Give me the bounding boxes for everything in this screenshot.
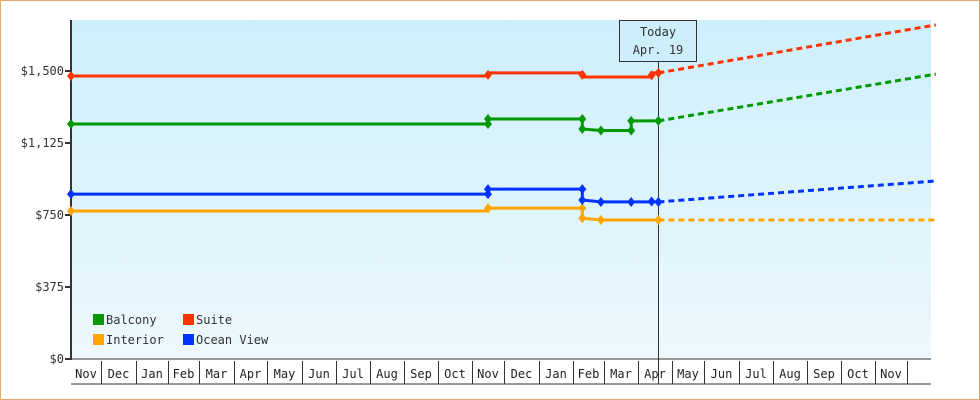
data-point-marker [484,203,492,214]
month-label: May [274,367,296,381]
data-point-marker [596,196,605,207]
data-point-marker [627,196,636,207]
month-label: Aug [779,367,801,381]
month-label: Mar [610,367,632,381]
legend-swatch-interior [93,334,104,345]
month-label: Oct [444,367,466,381]
month-label: Oct [847,367,869,381]
data-point-marker [578,213,587,224]
data-point-marker [578,123,587,134]
data-point-marker [654,67,663,78]
data-point-marker [647,70,656,81]
series-ocean-view [67,179,936,207]
data-point-marker [67,118,75,129]
month-label: Sep [410,367,432,381]
month-label: Nov [75,367,97,381]
month-label: Jun [308,367,330,381]
data-point-marker [654,214,663,225]
legend-label: Suite [196,313,232,327]
legend-swatch-ocean-view [183,334,194,345]
month-label: Mar [206,367,228,381]
y-tick-label: $1,125 [21,136,64,150]
data-point-marker [484,184,492,195]
data-point-marker [67,189,75,200]
data-point-marker [578,114,587,124]
series-layer [67,23,937,225]
data-point-marker [596,125,605,136]
data-point-marker [596,214,605,225]
forecast-line-balcony [658,72,937,123]
data-point-marker [647,196,656,207]
legend-swatch-balcony [93,314,104,325]
data-point-marker [578,195,587,206]
y-tick-label: $0 [50,352,64,366]
data-point-marker [654,115,663,126]
legend-swatch-suite [183,314,194,325]
month-label: Aug [376,367,398,381]
month-label: Jan [545,367,567,381]
series-interior [67,203,936,225]
month-label: Apr [644,367,666,381]
data-point-marker [627,115,636,126]
x-axis-months: Nov Dec Jan Feb Mar Apr May Jun Jul Aug Sep Oct Nov D… [71,361,931,385]
data-point-marker [67,70,75,81]
data-point-marker [654,196,663,207]
month-label: Feb [173,367,195,381]
y-tick-label: $750 [35,208,64,222]
forecast-line-suite [658,23,937,75]
month-label: Dec [511,367,533,381]
y-tick-label: $375 [35,280,64,294]
data-point-marker [67,205,75,216]
data-point-marker [578,203,587,214]
month-label: Dec [108,367,130,381]
today-date-label: Apr. 19 [633,43,684,57]
month-label: May [677,367,699,381]
today-box [619,20,697,62]
month-label: Nov [880,367,902,381]
legend-label: Interior [106,333,164,347]
legend-label: Ocean View [196,333,269,347]
series-balcony [67,72,937,136]
data-point-marker [578,69,587,80]
data-point-marker [484,114,492,124]
today-label: Today [640,25,676,39]
forecast-line-ocean-view [658,179,936,204]
month-label: Apr [240,367,262,381]
month-label: Feb [578,367,600,381]
data-point-marker [484,69,492,80]
data-point-marker [627,125,636,136]
month-label: Jan [141,367,163,381]
month-label: Jun [711,367,733,381]
month-label: Jul [745,367,767,381]
month-label: Jul [342,367,364,381]
legend: Balcony Suite Interior Ocean View [93,313,269,347]
data-point-marker [578,184,587,195]
y-tick-label: $1,500 [21,64,64,78]
month-label: Nov [477,367,499,381]
month-label: Sep [813,367,835,381]
legend-label: Balcony [106,313,157,327]
today-marker: Today Apr. 19 [619,20,697,384]
series-suite [67,23,937,81]
